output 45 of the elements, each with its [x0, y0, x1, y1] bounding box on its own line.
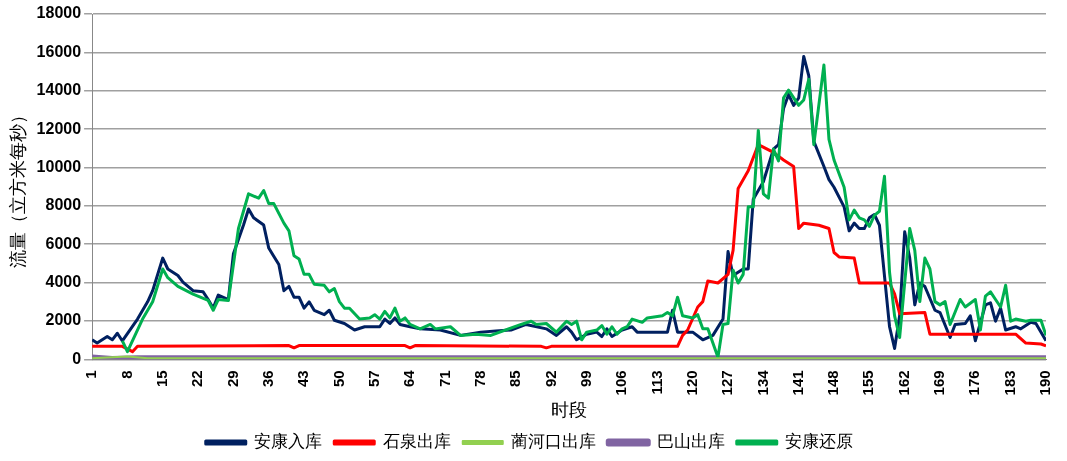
x-tick-label: 127 — [718, 370, 736, 396]
x-tick-label: 176 — [965, 370, 983, 396]
x-tick-label: 162 — [894, 370, 912, 396]
x-tick-label: 8 — [117, 370, 135, 379]
legend-label: 安康入库 — [254, 432, 323, 452]
x-tick-label: 169 — [930, 370, 948, 396]
y-tick-label: 2000 — [45, 311, 82, 329]
x-axis-title: 时段 — [551, 400, 588, 421]
legend-label: 蔺河口出库 — [511, 432, 597, 452]
x-tick-label: 57 — [364, 370, 382, 388]
x-tick-label: 85 — [506, 370, 524, 388]
x-tick-label: 15 — [152, 370, 170, 388]
y-tick-label: 8000 — [45, 196, 82, 214]
y-tick-label: 4000 — [45, 273, 82, 291]
x-tick-label: 64 — [400, 369, 418, 388]
x-tick-label: 113 — [647, 370, 665, 395]
x-tick-label: 29 — [223, 370, 241, 388]
x-tick-label: 71 — [435, 370, 453, 388]
x-tick-label: 183 — [1000, 370, 1018, 396]
x-tick-label: 190 — [1036, 370, 1054, 396]
y-tick-label: 12000 — [36, 119, 82, 137]
x-tick-label: 106 — [612, 370, 630, 396]
y-tick-label: 0 — [72, 349, 82, 367]
y-tick-label: 10000 — [36, 157, 82, 175]
x-tick-label: 134 — [753, 369, 771, 396]
x-tick-label: 43 — [294, 370, 312, 388]
x-tick-label: 78 — [470, 370, 488, 388]
x-tick-label: 22 — [188, 370, 206, 388]
y-tick-label: 6000 — [45, 234, 82, 252]
x-tick-label: 92 — [541, 370, 559, 388]
legend-label: 巴山出库 — [656, 432, 725, 452]
x-tick-label: 155 — [859, 370, 877, 396]
y-tick-label: 14000 — [36, 81, 82, 99]
x-tick-label: 50 — [329, 370, 347, 388]
y-axis-title: 流量（立方米每秒） — [7, 105, 28, 268]
y-tick-label: 18000 — [36, 4, 82, 22]
x-tick-label: 99 — [576, 370, 594, 388]
x-tick-label: 36 — [258, 370, 276, 388]
x-tick-label: 141 — [788, 370, 806, 396]
x-tick-label: 1 — [82, 370, 100, 379]
legend-label: 石泉出库 — [382, 432, 451, 452]
x-tick-label: 148 — [824, 370, 842, 396]
legend-label: 安康还原 — [785, 432, 854, 452]
y-tick-label: 16000 — [36, 42, 82, 60]
x-tick-label: 120 — [682, 370, 700, 396]
